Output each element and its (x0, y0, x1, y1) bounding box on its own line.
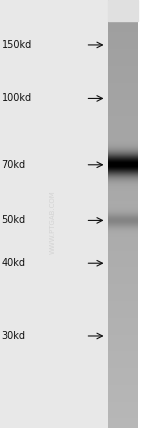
Text: 70kd: 70kd (2, 160, 26, 170)
Bar (138, 0, 150, 428)
Text: 40kd: 40kd (2, 258, 26, 268)
Text: WWW.PTGAB.COM: WWW.PTGAB.COM (50, 191, 56, 254)
Bar (108, 0, 138, 21)
Text: 150kd: 150kd (2, 40, 32, 50)
Text: 50kd: 50kd (2, 215, 26, 226)
Text: 30kd: 30kd (2, 331, 26, 341)
Text: 100kd: 100kd (2, 93, 32, 104)
